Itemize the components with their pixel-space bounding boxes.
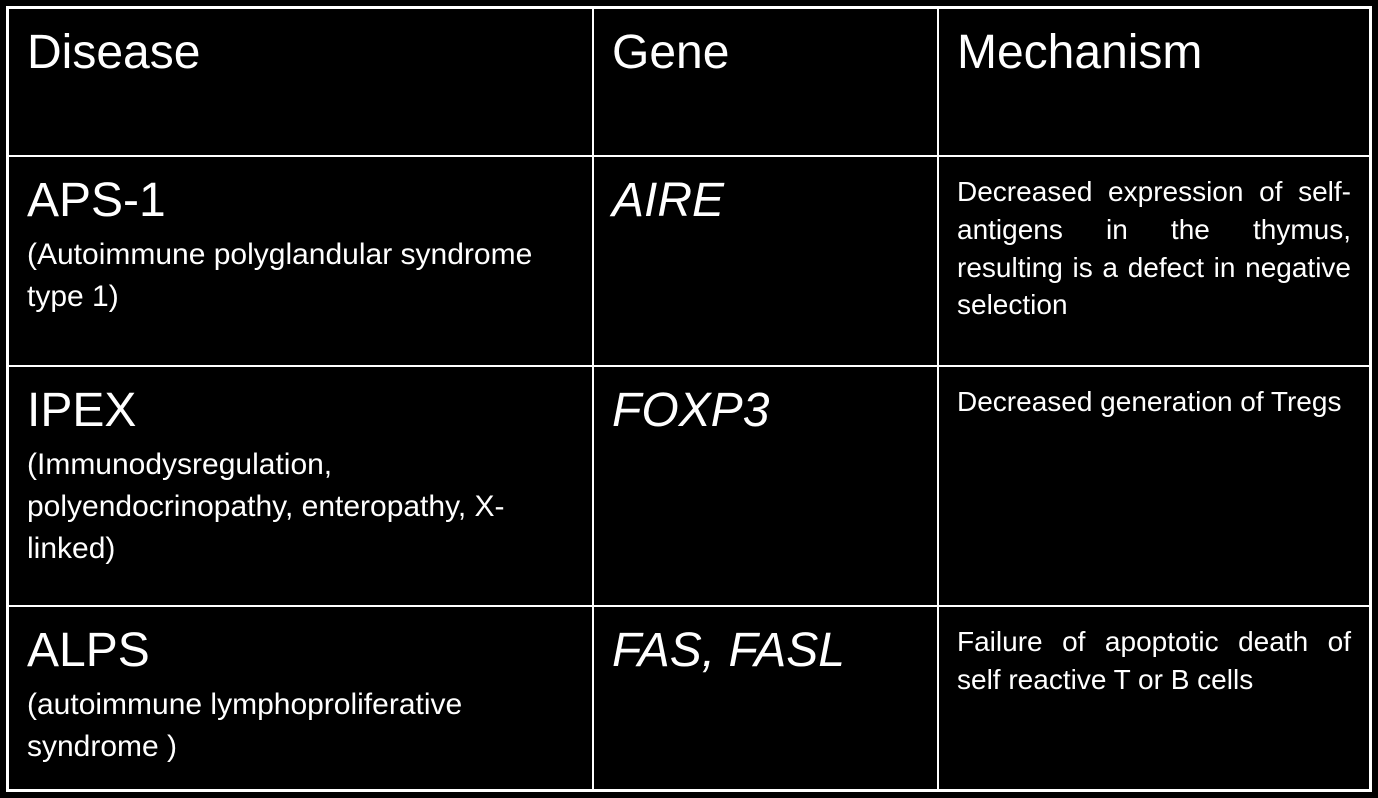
mechanism-cell: Decreased generation of Tregs: [939, 367, 1369, 605]
header-cell-disease: Disease: [9, 9, 594, 155]
header-cell-gene: Gene: [594, 9, 939, 155]
disease-name: ALPS: [27, 623, 574, 678]
disease-subtitle: (Immunodysregulation, polyendocrinopathy…: [27, 444, 574, 570]
header-gene-label: Gene: [612, 25, 919, 80]
disease-name: APS-1: [27, 173, 574, 228]
disease-cell: IPEX (Immunodysregulation, polyendocrino…: [9, 367, 594, 605]
mechanism-description: Failure of apoptotic death of self react…: [957, 623, 1351, 699]
gene-name: FAS, FASL: [612, 623, 919, 678]
gene-name: AIRE: [612, 173, 919, 228]
disease-cell: ALPS (autoimmune lymphoproliferative syn…: [9, 607, 594, 789]
table-row: ALPS (autoimmune lymphoproliferative syn…: [9, 607, 1369, 789]
header-cell-mechanism: Mechanism: [939, 9, 1369, 155]
mechanism-cell: Failure of apoptotic death of self react…: [939, 607, 1369, 789]
mechanism-description: Decreased expression of self-antigens in…: [957, 173, 1351, 324]
gene-cell: FOXP3: [594, 367, 939, 605]
mechanism-description: Decreased generation of Tregs: [957, 383, 1351, 421]
gene-cell: AIRE: [594, 157, 939, 365]
disease-name: IPEX: [27, 383, 574, 438]
table-row: APS-1 (Autoimmune polyglandular syndrome…: [9, 157, 1369, 367]
header-disease-label: Disease: [27, 25, 574, 80]
header-mechanism-label: Mechanism: [957, 25, 1351, 80]
disease-gene-table: Disease Gene Mechanism APS-1 (Autoimmune…: [6, 6, 1372, 792]
mechanism-cell: Decreased expression of self-antigens in…: [939, 157, 1369, 365]
disease-subtitle: (autoimmune lymphoproliferative syndrome…: [27, 684, 574, 768]
disease-subtitle: (Autoimmune polyglandular syndrome type …: [27, 234, 574, 318]
table-row: IPEX (Immunodysregulation, polyendocrino…: [9, 367, 1369, 607]
table-header-row: Disease Gene Mechanism: [9, 9, 1369, 157]
disease-cell: APS-1 (Autoimmune polyglandular syndrome…: [9, 157, 594, 365]
gene-cell: FAS, FASL: [594, 607, 939, 789]
gene-name: FOXP3: [612, 383, 919, 438]
